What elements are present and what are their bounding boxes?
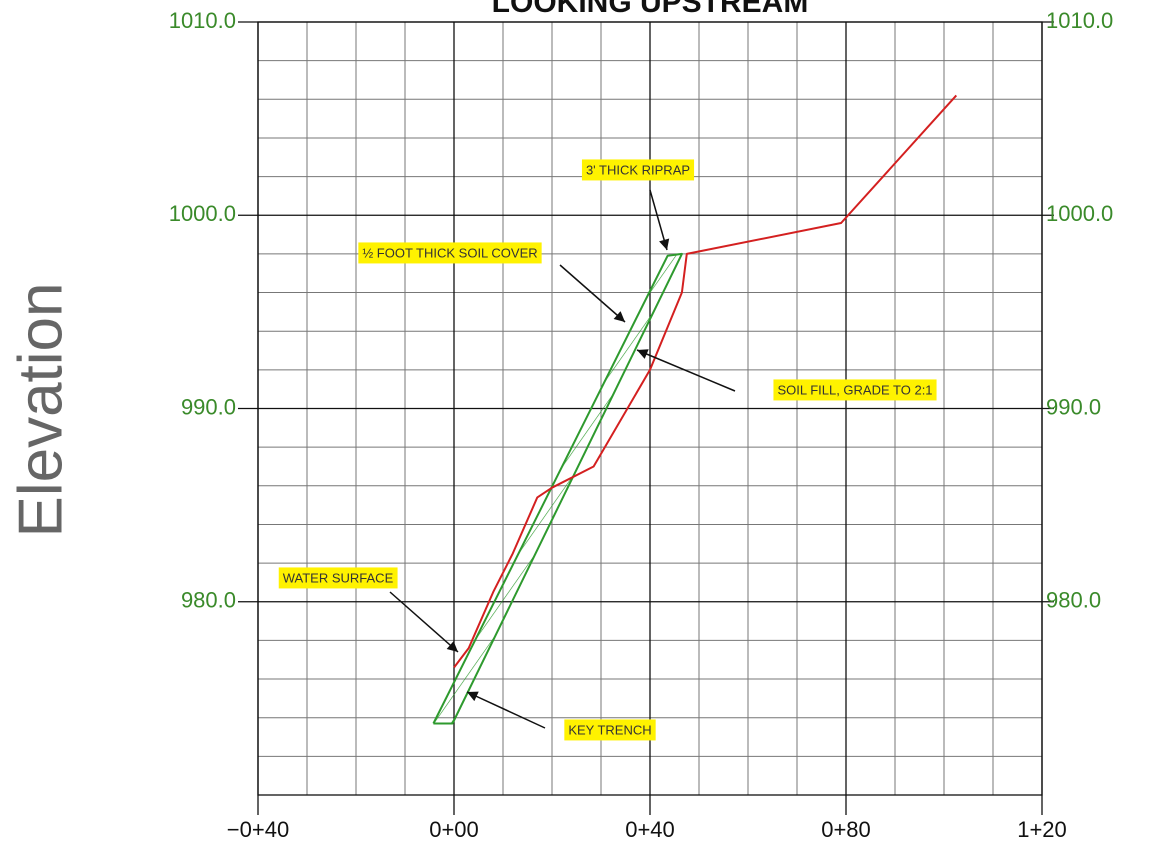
annotation-arrow xyxy=(559,264,626,323)
annotation: ½ FOOT THICK SOIL COVER xyxy=(362,245,537,260)
y-tick-label: 980.0 xyxy=(1046,588,1101,613)
x-tick-label: 1+20 xyxy=(1017,817,1067,842)
x-tick-label: 0+40 xyxy=(625,817,675,842)
x-tick-label: −0+40 xyxy=(227,817,289,842)
y-tick-label: 990.0 xyxy=(181,394,236,419)
y-axis-label: Elevation xyxy=(6,282,75,537)
annotation: KEY TRENCH xyxy=(568,722,651,737)
annotation-arrow xyxy=(389,591,459,653)
annotation: WATER SURFACE xyxy=(283,570,394,585)
plot-frame xyxy=(257,21,1043,796)
annotation-box xyxy=(358,242,542,264)
annotation-box xyxy=(564,719,656,741)
y-tick-label: 980.0 xyxy=(181,588,236,613)
section-line xyxy=(432,252,683,725)
annotation: 3' THICK RIPRAP xyxy=(586,162,690,177)
annotation-arrow xyxy=(466,691,546,729)
annotation: SOIL FILL, GRADE TO 2:1 xyxy=(777,382,932,397)
section-line xyxy=(453,94,958,669)
chart-title: LOOKING UPSTREAM xyxy=(492,0,809,19)
annotation-arrow xyxy=(636,349,736,392)
annotation-box xyxy=(773,379,937,401)
annotation-box xyxy=(581,159,695,181)
y-tick-label: 1000.0 xyxy=(1046,201,1113,226)
annotation-box xyxy=(278,567,398,589)
y-tick-label: 1010.0 xyxy=(169,8,236,33)
x-tick-label: 0+80 xyxy=(821,817,871,842)
x-tick-label: 0+00 xyxy=(429,817,479,842)
y-tick-label: 1010.0 xyxy=(1046,8,1113,33)
annotation-arrow xyxy=(649,189,670,251)
y-tick-label: 1000.0 xyxy=(169,201,236,226)
y-tick-label: 990.0 xyxy=(1046,394,1101,419)
